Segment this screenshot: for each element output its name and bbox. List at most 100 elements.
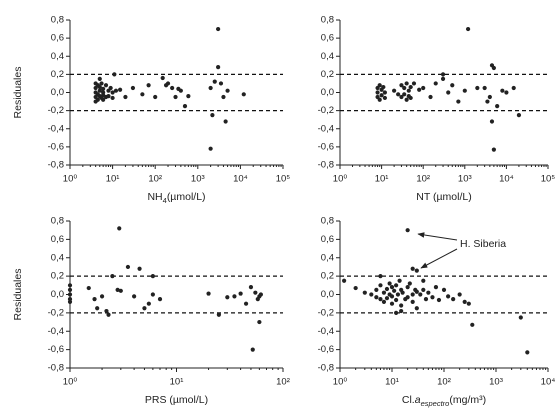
point: [160, 75, 165, 81]
point: [216, 312, 221, 317]
point: [465, 26, 471, 32]
point: [408, 95, 413, 101]
point: [381, 84, 386, 90]
point: [113, 88, 119, 93]
point: [392, 288, 397, 293]
x-tick-label: 10²: [276, 377, 290, 388]
point: [511, 85, 516, 91]
point: [110, 274, 115, 279]
point: [362, 290, 367, 295]
point: [238, 291, 243, 296]
point: [173, 94, 178, 100]
y-tick-label: -0,8: [48, 160, 64, 171]
point: [95, 306, 100, 311]
point: [216, 26, 221, 32]
panel: 0,8 0,6 0,4 0,2 0,0 -0,2 -0,4 -0,6 -0,8 10⁰ 10¹ 10²…: [318, 15, 556, 203]
point: [208, 85, 213, 91]
point: [491, 147, 496, 152]
point: [406, 88, 411, 93]
point: [400, 290, 405, 295]
point: [417, 87, 422, 92]
point: [405, 285, 410, 290]
x-tick-label: 10¹: [170, 377, 184, 388]
point: [210, 113, 215, 118]
annotation-arrow: [417, 232, 458, 241]
y-tick-label: 0,0: [321, 289, 334, 300]
point: [241, 92, 246, 97]
y-tick-label: 0,4: [321, 252, 334, 263]
x-tick-label: 10¹: [385, 377, 399, 388]
y-tick-label: -0,8: [318, 160, 334, 171]
point: [384, 286, 390, 292]
y-tick-label: 0,2: [321, 271, 334, 282]
point: [381, 299, 387, 304]
point: [382, 90, 387, 95]
point: [67, 283, 73, 288]
x-axis-label-part: espectro: [421, 399, 450, 408]
point: [108, 85, 113, 91]
point: [369, 292, 374, 297]
point: [97, 84, 102, 90]
point: [407, 281, 412, 286]
point: [462, 88, 467, 93]
point: [394, 310, 399, 315]
y-tick-label: -0,6: [318, 141, 334, 152]
point: [342, 278, 347, 283]
y-tick-label: -0,4: [318, 123, 334, 134]
point: [525, 350, 530, 355]
point: [378, 296, 383, 302]
point: [130, 85, 136, 91]
point: [123, 94, 128, 100]
y-tick-label: -0,8: [48, 363, 64, 374]
point: [101, 86, 106, 91]
point: [466, 301, 471, 306]
point: [462, 299, 467, 304]
point: [410, 299, 415, 304]
x-tick-label: 10⁴: [499, 174, 514, 185]
y-tick-label: 0,0: [51, 87, 64, 98]
x-tick-label: 10⁵: [541, 174, 556, 185]
y-tick-label: 0,8: [321, 216, 334, 227]
point: [446, 90, 451, 95]
point: [150, 274, 155, 279]
y-tick-label: 0,2: [51, 69, 64, 80]
point: [399, 83, 404, 88]
point: [243, 301, 249, 306]
point: [97, 76, 102, 82]
point: [146, 301, 151, 306]
point: [97, 88, 102, 93]
point: [223, 119, 228, 124]
x-axis-label-part: NT (µmol/L): [416, 191, 471, 203]
point: [99, 81, 104, 86]
point: [157, 296, 163, 302]
y-tick-label: 0,0: [51, 289, 64, 300]
panel: 0,8 0,6 0,4 0,2 0,0 -0,2 -0,4 -0,6 -0,8 10⁰ 10¹ 10²…: [12, 15, 291, 206]
point: [374, 295, 379, 300]
annotation: H. Siberia: [460, 238, 506, 250]
point: [414, 289, 419, 294]
point: [379, 93, 384, 98]
point: [404, 97, 409, 102]
x-axis-label-part: NH: [147, 191, 162, 203]
point: [408, 84, 413, 90]
point: [389, 301, 395, 306]
x-tick-label: 10³: [489, 377, 503, 388]
point: [421, 85, 426, 91]
point: [414, 268, 419, 273]
point: [115, 287, 120, 293]
point: [118, 288, 123, 293]
point: [402, 85, 407, 91]
point: [387, 281, 392, 286]
x-tick-label: 10⁰: [333, 174, 348, 185]
x-axis-label: NH4(µmol/L): [147, 191, 205, 206]
point: [125, 264, 131, 270]
x-tick-label: 10⁰: [63, 174, 78, 185]
y-tick-label: -0,2: [48, 307, 64, 318]
point: [67, 299, 73, 304]
x-tick-label: 10²: [416, 174, 430, 185]
point: [163, 83, 169, 88]
point: [518, 315, 523, 320]
panel: 0,8 0,6 0,4 0,2 0,0 -0,2 -0,4 -0,6 -0,8 10⁰ 10¹ 10²…: [318, 216, 556, 409]
x-tick-label: 10³: [458, 174, 472, 185]
point: [378, 274, 383, 279]
